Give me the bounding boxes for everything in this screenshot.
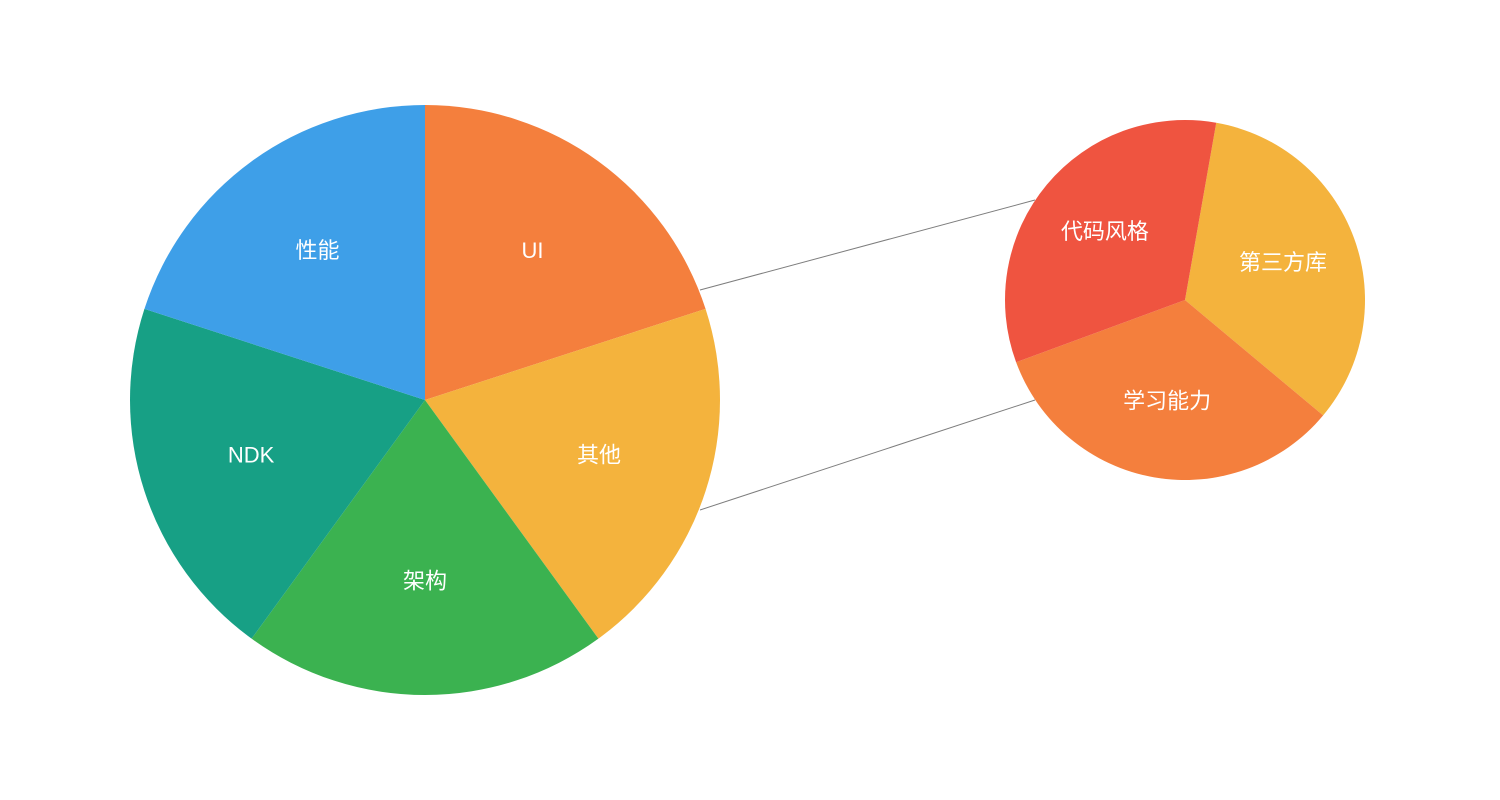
detail_pie-label-1: 学习能力	[1123, 389, 1211, 414]
pie-chart-canvas: UI 其他架构 NDK 性能 第三方库学习能力 代码风格	[0, 0, 1500, 800]
detail_pie: 第三方库学习能力 代码风格	[1005, 120, 1365, 480]
main_pie-label-2: 架构	[403, 569, 447, 594]
main_pie-label-0: UI	[522, 238, 544, 263]
detail_pie-label-0: 第三方库	[1239, 250, 1327, 275]
detail_pie-label-2: 代码风格	[1061, 219, 1149, 244]
main_pie: UI 其他架构 NDK 性能	[130, 105, 720, 695]
main_pie-label-1: 其他	[577, 442, 621, 467]
main_pie-label-3: NDK	[228, 442, 275, 467]
main_pie-label-4: 性能	[295, 238, 339, 263]
